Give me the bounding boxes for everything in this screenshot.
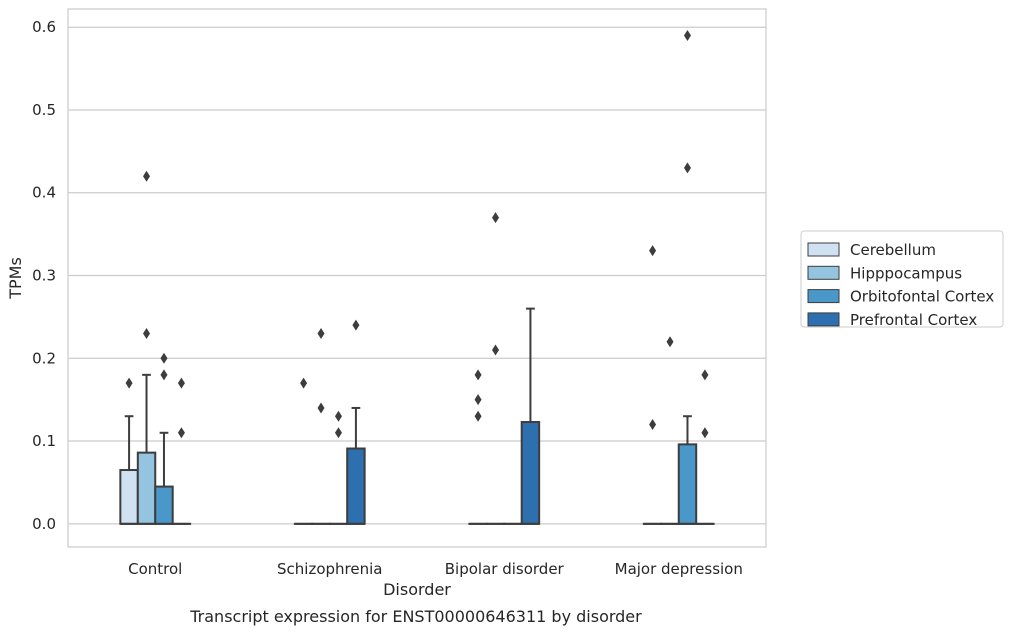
outlier-point	[300, 377, 308, 389]
x-tick-label: Control	[128, 560, 182, 578]
outlier-point	[649, 245, 657, 257]
box-cerebellum	[642, 245, 663, 525]
y-tick-label: 0.0	[32, 515, 56, 533]
box-cerebellum	[468, 369, 488, 525]
box-body	[119, 469, 139, 525]
y-axis-ticks: 0.0 0.1 0.2 0.3 0.4 0.5 0.6	[32, 18, 56, 533]
outlier-point	[160, 352, 168, 364]
x-tick-label: Bipolar disorder	[445, 560, 565, 578]
x-axis-title: Disorder	[383, 580, 451, 599]
box-prefrontal-cortex	[695, 369, 715, 525]
y-axis-title: TPMs	[6, 257, 25, 300]
y-tick-label: 0.1	[32, 432, 56, 450]
x-tick-label: Schizophrenia	[277, 560, 382, 578]
outlier-point	[352, 319, 360, 331]
y-tick-label: 0.5	[32, 101, 56, 119]
outlier-point	[701, 369, 709, 381]
y-tick-label: 0.4	[32, 184, 56, 202]
y-tick-label: 0.2	[32, 349, 56, 367]
legend-swatch	[807, 289, 840, 304]
outlier-point	[474, 394, 482, 406]
outlier-point	[143, 170, 151, 182]
outlier-point	[492, 344, 500, 356]
outlier-point	[317, 402, 325, 414]
outlier-point	[492, 212, 500, 224]
outlier-point	[474, 369, 482, 381]
legend-frame	[800, 230, 1004, 328]
outlier-point	[701, 427, 709, 439]
box-body	[677, 443, 698, 525]
outlier-point	[334, 427, 342, 439]
legend-swatch	[807, 312, 840, 327]
gridlines	[68, 26, 766, 525]
outlier-point	[317, 327, 325, 339]
outlier-point	[666, 336, 674, 348]
outlier-point	[177, 377, 185, 389]
box-body	[136, 451, 157, 525]
outlier-point	[334, 410, 342, 422]
outlier-point	[474, 410, 482, 422]
outlier-point	[125, 377, 133, 389]
legend: Cerebellum Hipppocampus Orbitofontal Corte…	[800, 230, 1004, 329]
box-body	[154, 485, 174, 525]
legend-label: Cerebellum	[850, 241, 936, 259]
x-axis-ticks: Control Schizophrenia Bipolar disorder Majo…	[128, 560, 743, 578]
box-series	[119, 29, 715, 525]
box-body	[520, 421, 541, 525]
box-prefrontal-cortex	[520, 307, 541, 525]
legend-swatch	[807, 265, 840, 280]
y-tick-label: 0.3	[32, 267, 56, 285]
legend-swatch	[807, 242, 840, 257]
chart-caption: Transcript expression for ENST0000064631…	[189, 607, 642, 626]
plot-frame	[67, 8, 767, 548]
outlier-point	[177, 427, 185, 439]
box-hipppocampus	[485, 212, 506, 525]
x-tick-label: Major depression	[615, 560, 743, 578]
box-orbitofontal-cortex	[328, 410, 349, 525]
box-orbitofontal-cortex	[154, 352, 174, 525]
outlier-point	[683, 162, 691, 174]
legend-label: Prefrontal Cortex	[850, 311, 977, 329]
outlier-point	[160, 369, 168, 381]
legend-label: Orbitofontal Cortex	[850, 288, 994, 306]
legend-label: Hipppocampus	[850, 264, 962, 282]
box-orbitofontal-cortex	[677, 29, 698, 525]
box-body	[346, 447, 366, 525]
box-prefrontal-cortex	[346, 319, 366, 525]
plot-background	[68, 9, 766, 547]
box-prefrontal-cortex	[171, 377, 192, 525]
outlier-point	[683, 29, 691, 41]
box-hipppocampus	[311, 327, 331, 525]
outlier-point	[649, 419, 657, 431]
box-hipppocampus	[136, 170, 157, 525]
outlier-point	[143, 327, 151, 339]
y-tick-label: 0.6	[32, 18, 56, 36]
